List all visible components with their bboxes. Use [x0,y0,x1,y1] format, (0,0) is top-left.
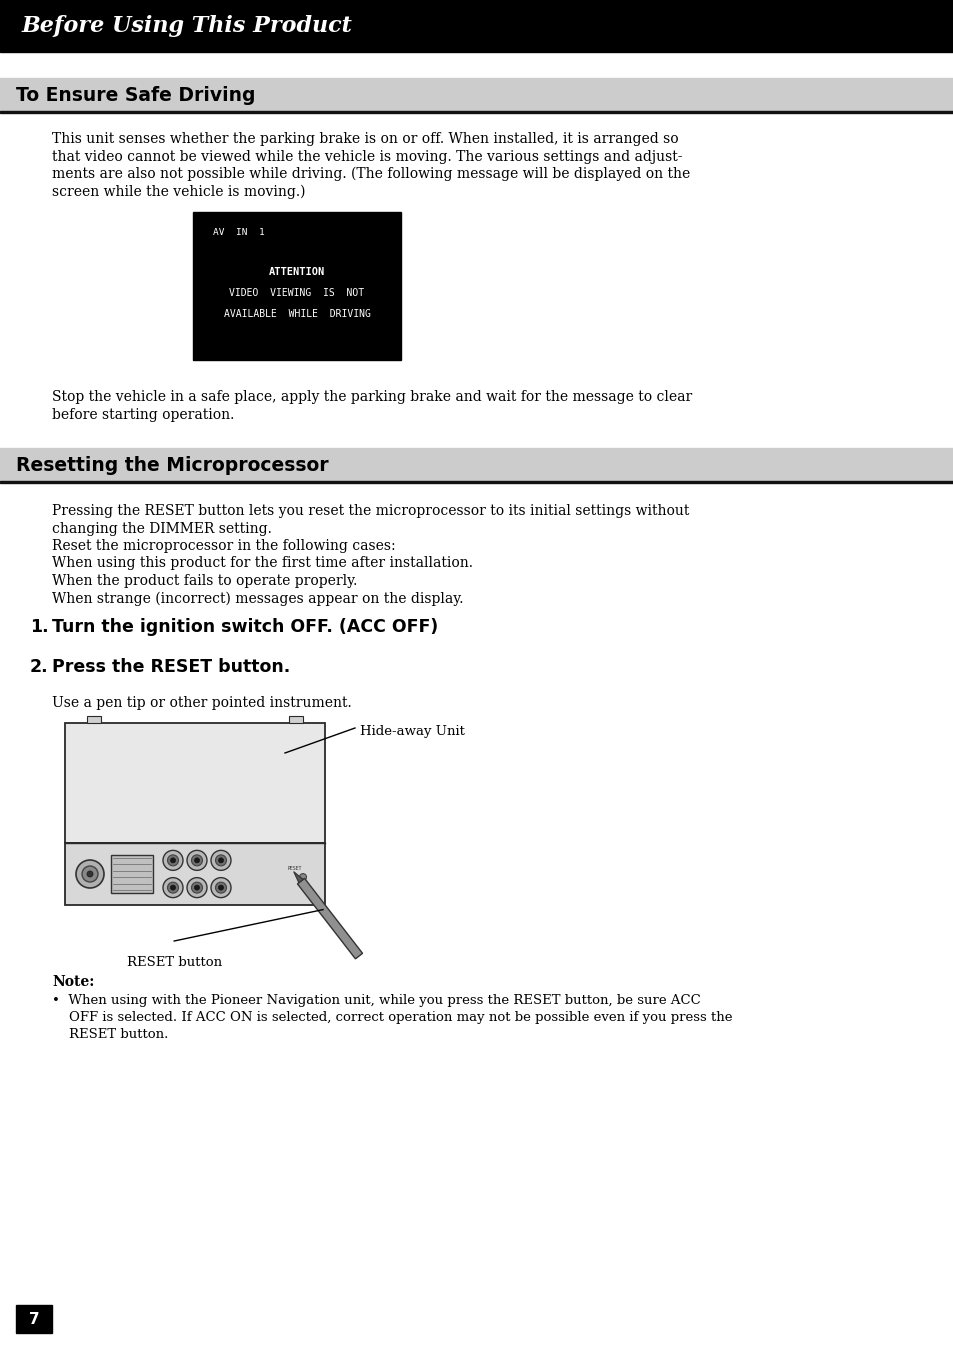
Text: changing the DIMMER setting.: changing the DIMMER setting. [52,522,272,535]
Circle shape [218,858,223,863]
Text: Hide-away Unit: Hide-away Unit [359,725,464,737]
Circle shape [76,860,104,888]
Circle shape [168,855,178,866]
Text: RESET button.: RESET button. [52,1028,168,1041]
Polygon shape [294,871,303,882]
Circle shape [211,851,231,870]
Circle shape [171,858,175,863]
Text: Turn the ignition switch OFF. (ACC OFF): Turn the ignition switch OFF. (ACC OFF) [52,618,437,635]
Text: Reset the microprocessor in the following cases:: Reset the microprocessor in the followin… [52,539,395,553]
Text: 7: 7 [29,1312,39,1327]
Bar [193,211,400,360]
Bar [65,724,325,843]
Bar [111,855,152,893]
Circle shape [192,855,202,866]
Bar [0,449,953,481]
Circle shape [211,878,231,897]
Bar [0,79,953,111]
Circle shape [163,851,183,870]
Text: Resetting the Microprocessor: Resetting the Microprocessor [16,457,328,476]
Bar [16,1305,52,1333]
Text: RESET: RESET [288,866,302,871]
Circle shape [194,885,199,890]
Text: Press the RESET button.: Press the RESET button. [52,659,290,676]
Text: AVAILABLE  WHILE  DRIVING: AVAILABLE WHILE DRIVING [223,309,370,318]
Text: When the product fails to operate properly.: When the product fails to operate proper… [52,575,357,588]
Text: Note:: Note: [52,976,94,989]
Bar [0,481,953,482]
Bar [65,843,325,905]
Bar [0,111,953,112]
Circle shape [168,882,178,893]
Text: before starting operation.: before starting operation. [52,408,234,421]
Text: To Ensure Safe Driving: To Ensure Safe Driving [16,85,255,104]
Text: 1.: 1. [30,618,49,635]
Circle shape [187,878,207,897]
Text: OFF is selected. If ACC ON is selected, correct operation may not be possible ev: OFF is selected. If ACC ON is selected, … [52,1011,732,1024]
Circle shape [187,851,207,870]
Circle shape [215,882,226,893]
Text: When using this product for the first time after installation.: When using this product for the first ti… [52,557,473,570]
Bar [0,0,953,51]
Circle shape [192,882,202,893]
Bar [289,715,303,724]
Text: Stop the vehicle in a safe place, apply the parking brake and wait for the messa: Stop the vehicle in a safe place, apply … [52,390,692,404]
Circle shape [171,885,175,890]
Text: This unit senses whether the parking brake is on or off. When installed, it is a: This unit senses whether the parking bra… [52,131,678,146]
Text: that video cannot be viewed while the vehicle is moving. The various settings an: that video cannot be viewed while the ve… [52,149,681,164]
Circle shape [82,866,98,882]
Text: ATTENTION: ATTENTION [269,267,325,276]
Text: AV  IN  1: AV IN 1 [213,228,265,237]
Text: •  When using with the Pioneer Navigation unit, while you press the RESET button: • When using with the Pioneer Navigation… [52,995,700,1007]
Text: RESET button: RESET button [127,957,221,969]
Text: ments are also not possible while driving. (The following message will be displa: ments are also not possible while drivin… [52,167,690,182]
Circle shape [163,878,183,897]
Circle shape [218,885,223,890]
Text: When strange (incorrect) messages appear on the display.: When strange (incorrect) messages appear… [52,592,463,606]
Circle shape [215,855,226,866]
Text: screen while the vehicle is moving.): screen while the vehicle is moving.) [52,184,305,199]
Polygon shape [297,878,362,959]
Circle shape [194,858,199,863]
Circle shape [299,874,306,881]
Text: Use a pen tip or other pointed instrument.: Use a pen tip or other pointed instrumen… [52,696,352,710]
Text: Before Using This Product: Before Using This Product [22,15,353,37]
Bar [87,715,101,724]
Text: Pressing the RESET button lets you reset the microprocessor to its initial setti: Pressing the RESET button lets you reset… [52,504,689,518]
Circle shape [87,871,92,877]
Text: VIDEO  VIEWING  IS  NOT: VIDEO VIEWING IS NOT [230,289,364,298]
Text: 2.: 2. [30,659,49,676]
